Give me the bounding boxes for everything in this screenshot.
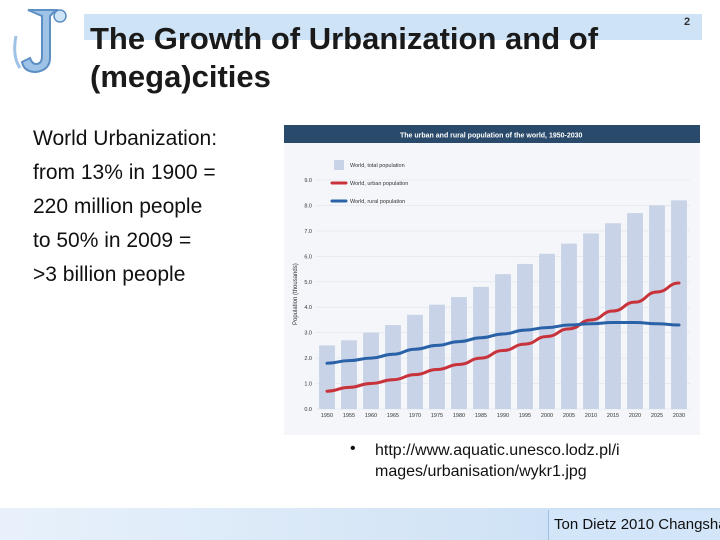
bar	[671, 200, 687, 409]
logo-icon	[13, 9, 67, 74]
chart-title: The urban and rural population of the wo…	[400, 133, 583, 140]
source-link-line1[interactable]: http://www.aquatic.unesco.lodz.pl/i	[375, 442, 620, 459]
source-link[interactable]: http://www.aquatic.unesco.lodz.pl/i mage…	[375, 440, 675, 482]
x-tick-label: 1985	[475, 413, 487, 419]
slide-title-line1: The Growth of Urbanization and of	[90, 21, 599, 56]
x-tick-label: 1960	[365, 413, 377, 419]
bar	[605, 223, 621, 409]
x-tick-label: 2030	[673, 413, 685, 419]
body-text: World Urbanization: from 13% in 1900 = 2…	[33, 122, 273, 292]
x-tick-label: 1990	[497, 413, 509, 419]
legend-label: World, urban population	[350, 181, 408, 187]
body-line: 220 million people	[33, 195, 203, 218]
bar	[539, 253, 555, 409]
bar	[517, 263, 533, 409]
x-tick-label: 2005	[563, 413, 575, 419]
y-tick-label: 4.0	[304, 305, 312, 311]
y-axis-label: Population (thousands)	[293, 263, 299, 325]
population-chart: The urban and rural population of the wo…	[284, 125, 700, 435]
title-band	[84, 14, 702, 40]
bar	[451, 297, 467, 409]
series-line-rural	[325, 320, 681, 365]
chart-header-bar	[284, 125, 700, 143]
x-tick-label: 1955	[343, 413, 355, 419]
footer-text: Ton Dietz 2010 Changsha	[554, 516, 720, 533]
source-link-line2[interactable]: mages/urbanisation/wykr1.jpg	[375, 463, 587, 480]
bar	[407, 314, 423, 409]
bar	[627, 213, 643, 409]
y-tick-label: 1.0	[304, 382, 312, 388]
bar	[319, 345, 335, 409]
body-line: >3 billion people	[33, 263, 186, 286]
x-tick-label: 2020	[629, 413, 641, 419]
x-tick-label: 1975	[431, 413, 443, 419]
slide-number: 2	[684, 16, 691, 28]
y-tick-label: 6.0	[304, 254, 312, 260]
x-tick-label: 2015	[607, 413, 619, 419]
body-line: from 13% in 1900 =	[33, 161, 216, 184]
y-tick-label: 3.0	[304, 331, 312, 337]
y-tick-label: 5.0	[304, 280, 312, 286]
bar	[495, 274, 511, 409]
slide-title: The Growth of Urbanization and of (mega)…	[90, 20, 690, 96]
body-line: to 50% in 2009 =	[33, 229, 192, 252]
bar	[649, 205, 665, 409]
y-tick-label: 0.0	[304, 407, 312, 413]
y-tick-label: 9.0	[304, 178, 312, 184]
x-tick-label: 2025	[651, 413, 663, 419]
bar	[473, 286, 489, 409]
y-tick-label: 8.0	[304, 203, 312, 209]
bar	[341, 340, 357, 409]
x-tick-label: 1970	[409, 413, 421, 419]
series-line-urban	[325, 281, 681, 393]
legend-label: World, rural population	[350, 199, 405, 205]
bar	[429, 304, 445, 409]
plot-area: 0.0 1.0 2.0 3.0 4.0 5.0 6.0 7.0 8.0 9.0 1950 1955 19…	[304, 178, 690, 419]
slide-title-line2: (mega)cities	[90, 59, 271, 94]
x-tick-label: 2010	[585, 413, 597, 419]
bar	[385, 325, 401, 409]
legend-swatch	[334, 160, 344, 170]
x-tick-label: 1995	[519, 413, 531, 419]
x-tick-label: 1950	[321, 413, 333, 419]
y-tick-label: 2.0	[304, 356, 312, 362]
x-tick-label: 1980	[453, 413, 465, 419]
bullet: •	[350, 440, 356, 457]
chart-legend: World, total population World, urban popu…	[330, 160, 408, 205]
x-tick-label: 1965	[387, 413, 399, 419]
bar	[363, 332, 379, 409]
footer-box	[548, 510, 720, 540]
body-line: World Urbanization:	[33, 127, 218, 150]
x-tick-label: 2000	[541, 413, 553, 419]
legend-label: World, total population	[350, 163, 405, 169]
y-tick-label: 7.0	[304, 229, 312, 235]
